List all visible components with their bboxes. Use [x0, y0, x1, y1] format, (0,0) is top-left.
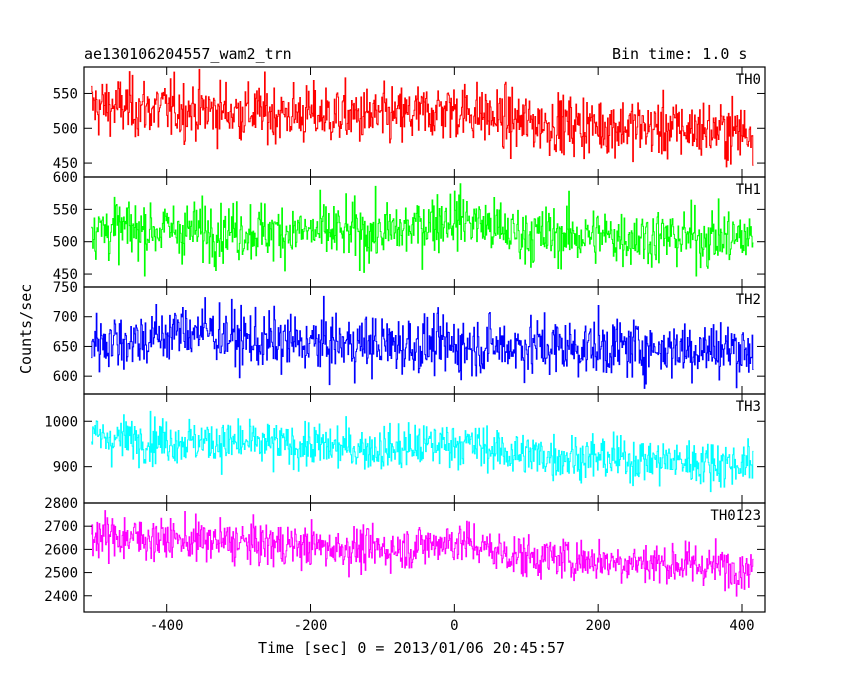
series-line-th0: [91, 68, 754, 168]
y-axis-label: Counts/sec: [17, 283, 35, 374]
y-tick-label: 550: [53, 86, 78, 102]
y-tick-label: 2600: [44, 542, 78, 558]
y-tick-label: 2400: [44, 589, 78, 605]
x-tick-label: 400: [729, 618, 754, 634]
y-tick-label: 2500: [44, 566, 78, 582]
y-tick-label: 2700: [44, 519, 78, 535]
panel-label-th0: TH0: [736, 72, 761, 88]
panel-label-th2: TH2: [736, 292, 761, 308]
x-tick-label: 0: [450, 618, 458, 634]
x-axis-label: Time [sec] 0 = 2013/01/06 20:45:57: [258, 639, 566, 657]
y-tick-label: 700: [53, 310, 78, 326]
series-line-th1: [91, 183, 754, 277]
y-tick-label: 2800: [44, 496, 78, 512]
y-tick-label: 1000: [44, 414, 78, 430]
y-tick-label: 450: [53, 156, 78, 172]
y-tick-label: 600: [53, 170, 78, 186]
panel-label-th0123: TH0123: [710, 508, 761, 524]
y-tick-label: 500: [53, 235, 78, 251]
panel-label-th3: TH3: [736, 399, 761, 415]
y-tick-label: 500: [53, 121, 78, 137]
y-tick-label: 600: [53, 369, 78, 385]
x-tick-label: 200: [586, 618, 611, 634]
y-tick-label: 650: [53, 339, 78, 355]
y-tick-label: 550: [53, 202, 78, 218]
panel-label-th1: TH1: [736, 182, 761, 198]
series-line-th2: [91, 295, 754, 389]
y-tick-label: 450: [53, 267, 78, 283]
chart-title-bin-time: Bin time: 1.0 s: [612, 45, 748, 63]
panel-frame-th0123: [83, 502, 766, 613]
chart-title-filename: ae130106204557_wam2_trn: [84, 45, 292, 63]
y-tick-label: 750: [53, 280, 78, 296]
x-tick-label: -400: [150, 618, 184, 634]
y-tick-label: 900: [53, 460, 78, 476]
x-tick-label: -200: [294, 618, 328, 634]
series-line-th3: [91, 410, 754, 493]
series-line-th0123: [91, 510, 754, 597]
